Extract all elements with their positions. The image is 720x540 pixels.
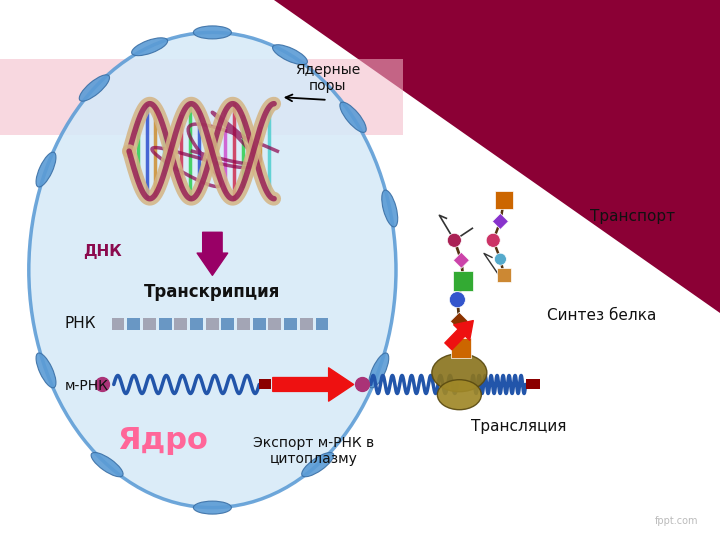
Bar <box>259 380 271 389</box>
Bar <box>174 318 187 330</box>
Bar <box>253 318 266 330</box>
Polygon shape <box>451 312 469 330</box>
Text: Транспорт: Транспорт <box>590 208 675 224</box>
Ellipse shape <box>29 32 396 508</box>
Polygon shape <box>454 252 469 268</box>
Bar <box>222 318 234 330</box>
Circle shape <box>495 253 506 265</box>
Circle shape <box>447 233 462 247</box>
Bar <box>0 59 403 135</box>
Bar <box>451 338 472 359</box>
Bar <box>454 271 473 291</box>
Text: Ядерные
поры: Ядерные поры <box>295 63 360 93</box>
Ellipse shape <box>132 38 168 56</box>
Bar <box>495 191 513 209</box>
Bar <box>206 318 219 330</box>
Bar <box>526 380 539 389</box>
Bar <box>190 318 203 330</box>
Text: Транскрипция: Транскрипция <box>144 282 281 301</box>
Bar <box>284 318 297 330</box>
FancyArrowPatch shape <box>273 368 354 401</box>
Text: м-РНК: м-РНК <box>65 379 109 393</box>
Text: РНК: РНК <box>65 316 96 332</box>
Polygon shape <box>274 0 720 313</box>
Ellipse shape <box>194 26 231 39</box>
Ellipse shape <box>382 190 397 227</box>
FancyArrowPatch shape <box>197 232 228 275</box>
Ellipse shape <box>36 152 56 187</box>
Ellipse shape <box>36 353 56 388</box>
Ellipse shape <box>79 75 109 101</box>
Circle shape <box>449 292 465 308</box>
Text: ДНК: ДНК <box>83 244 122 259</box>
Bar <box>269 318 282 330</box>
Ellipse shape <box>432 354 487 391</box>
Ellipse shape <box>91 453 123 477</box>
Ellipse shape <box>369 353 389 388</box>
Polygon shape <box>492 213 508 230</box>
Text: Экспорт м-РНК в
цитоплазму: Экспорт м-РНК в цитоплазму <box>253 436 374 466</box>
FancyArrowPatch shape <box>445 321 473 350</box>
Bar <box>127 318 140 330</box>
Bar <box>112 318 125 330</box>
Ellipse shape <box>437 380 482 410</box>
Ellipse shape <box>302 453 333 477</box>
Bar <box>497 268 511 282</box>
Bar <box>143 318 156 330</box>
Text: Трансляция: Трансляция <box>471 419 566 434</box>
Text: fppt.com: fppt.com <box>655 516 698 526</box>
Bar <box>300 318 312 330</box>
Bar <box>237 318 250 330</box>
Text: Ядро: Ядро <box>117 426 207 455</box>
Bar <box>315 318 328 330</box>
Text: Синтез белка: Синтез белка <box>547 308 657 323</box>
Ellipse shape <box>194 501 231 514</box>
Ellipse shape <box>340 102 366 132</box>
Circle shape <box>486 233 500 247</box>
Ellipse shape <box>273 45 307 65</box>
Bar <box>158 318 171 330</box>
